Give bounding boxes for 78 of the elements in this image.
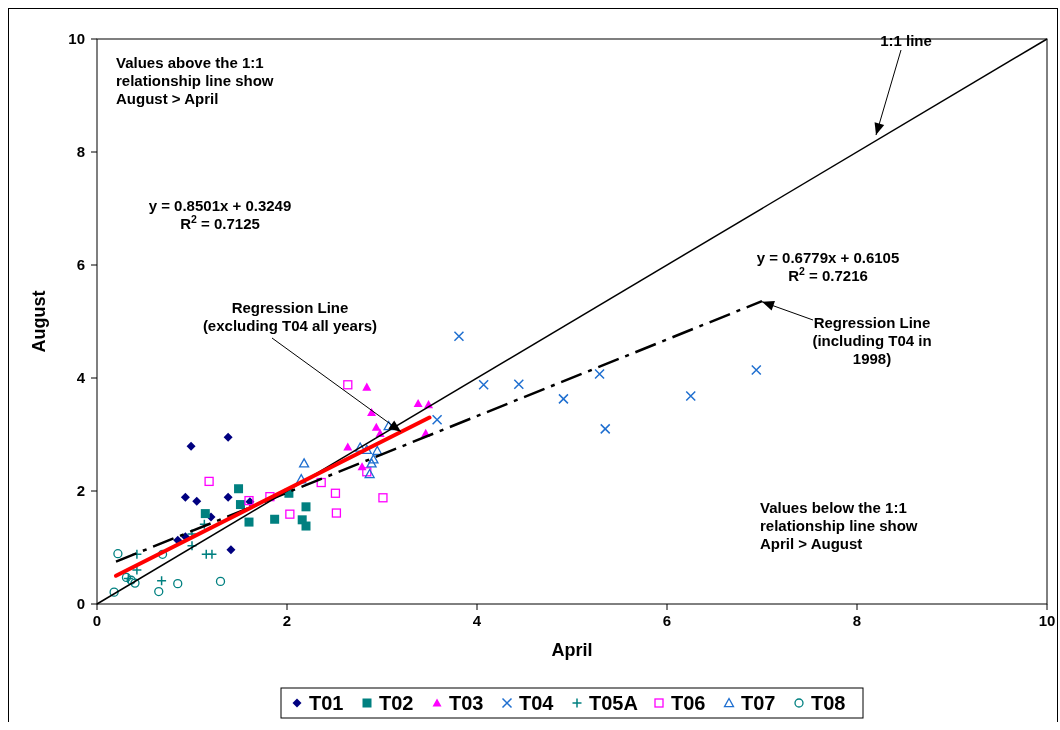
point [301,521,311,531]
point [200,509,210,519]
point [378,493,388,503]
legend-label: T05A [589,692,638,714]
annotation: Values below the 1:1 relationship line show April > August [760,499,918,552]
point [244,517,254,527]
point [362,382,372,391]
annotation: Values above the 1:1 relationship line show August > April [116,54,274,107]
point [109,587,119,597]
point [368,454,379,464]
point [558,393,569,405]
legend-label: T06 [671,692,706,714]
legend-label: T01 [309,692,344,714]
point [600,423,611,435]
point [594,368,605,380]
point [223,492,233,502]
point [113,549,123,559]
x-tick-label: 0 [92,612,102,629]
point [157,549,168,559]
point [316,477,326,488]
point [235,500,245,510]
point [215,576,226,587]
point [192,496,202,506]
y-tick-label: 2 [76,482,85,499]
point [330,488,341,498]
point [234,484,244,494]
point [180,492,190,502]
point [343,380,353,390]
point [206,549,218,560]
annotation: Regression Line (excluding T04 all years) [202,299,378,334]
annotation: 1:1 line [880,32,932,49]
point [431,414,443,426]
point [173,579,183,589]
point [413,398,423,408]
y-tick-label: 6 [76,256,85,273]
point [301,502,311,512]
y-tick-label: 8 [76,143,85,160]
point [204,476,214,487]
annotation: Regression Line (including T04 in 1998) [812,314,932,367]
legend-label: T07 [741,692,776,714]
point [383,420,394,431]
legend-label: T04 [519,692,555,714]
point [270,514,280,524]
point [154,586,164,597]
point [223,432,233,442]
point [298,458,310,468]
y-tick-label: 0 [76,595,85,612]
legend-label: T03 [449,692,484,714]
point [371,422,381,431]
point [361,444,372,455]
point [226,545,236,555]
x-tick-label: 4 [472,612,482,629]
point [186,441,196,451]
point [343,442,353,451]
y-tick-label: 4 [76,369,86,386]
point [366,458,377,468]
legend-label: T08 [811,692,846,714]
point [372,445,383,456]
x-tick-label: 2 [282,612,292,629]
point [751,364,762,376]
point [130,578,140,588]
y-tick-label: 10 [68,30,85,47]
point [685,390,696,402]
annotation: y = 0.6779x + 0.6105 R$^{2}$ = 0.7216 [756,249,900,284]
point [453,330,465,342]
x-axis-title: April [551,640,593,660]
x-tick-label: 8 [852,612,862,629]
point [156,575,167,587]
point [331,508,342,518]
x-tick-label: 10 [1038,612,1056,629]
point [285,509,295,519]
annotation: y = 0.8501x + 0.3249 R$^{2}$ = 0.7125 [148,197,292,232]
x-tick-label: 6 [662,612,672,629]
y-axis-title: August [29,290,49,353]
point [296,473,307,484]
point [513,378,525,390]
point [478,379,489,391]
legend-label: T02 [379,692,414,714]
